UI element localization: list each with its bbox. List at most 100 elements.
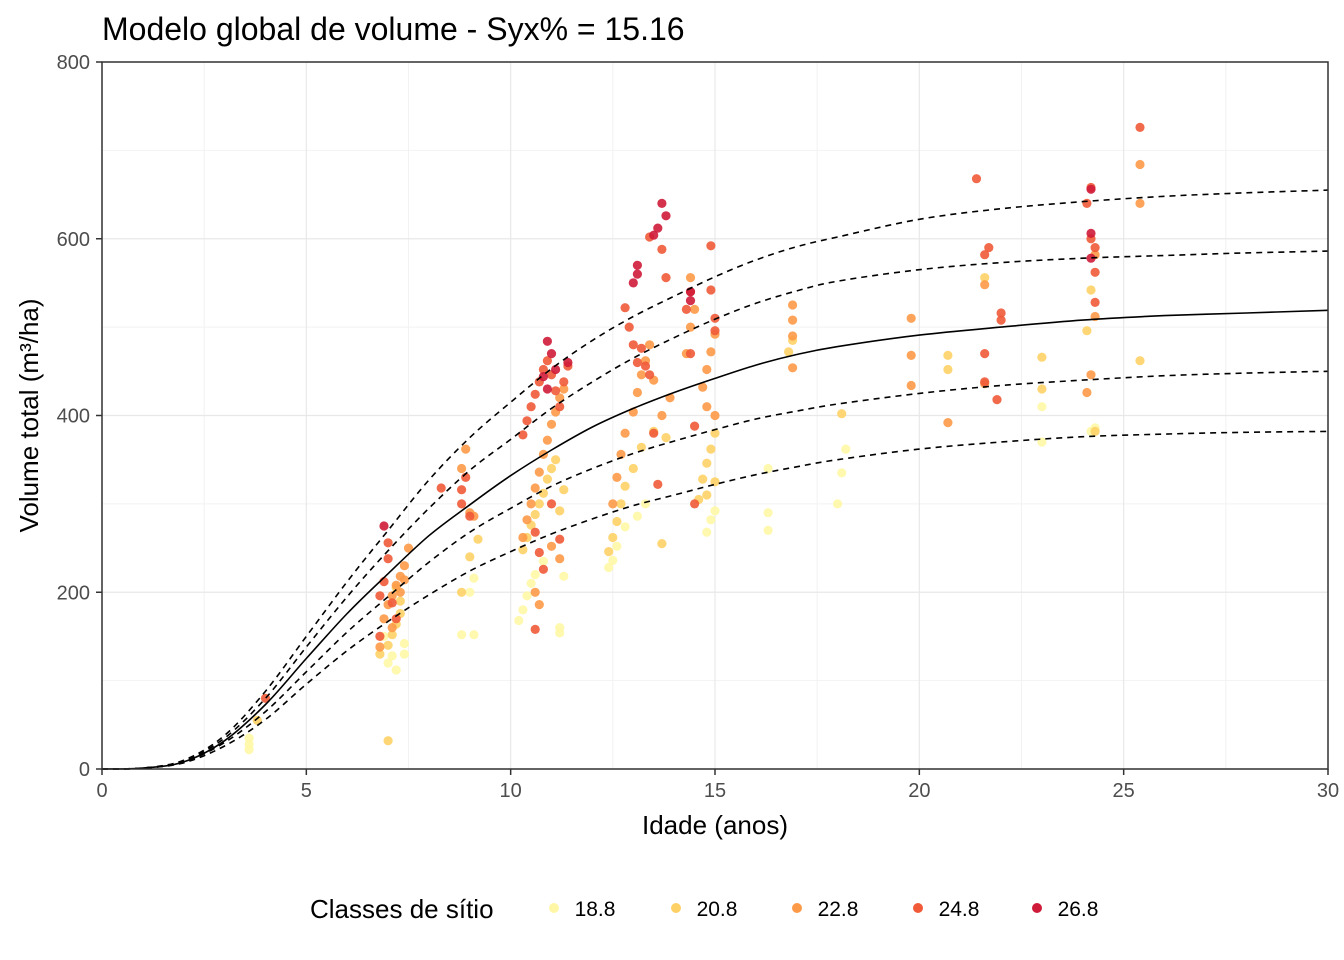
data-point	[383, 658, 393, 668]
data-point	[1082, 198, 1092, 208]
data-point	[653, 479, 663, 489]
legend-key	[549, 903, 559, 913]
data-point	[1135, 198, 1145, 208]
x-tick-label: 10	[500, 780, 522, 802]
data-point	[395, 596, 405, 606]
data-point	[841, 444, 851, 454]
y-tick-label: 0	[79, 759, 90, 781]
data-point	[612, 516, 622, 527]
data-point	[604, 562, 614, 573]
data-point	[1082, 326, 1092, 336]
y-tick-label: 800	[57, 52, 90, 74]
data-point	[763, 508, 773, 518]
x-axis: 0 5 10 15 20 25 30	[96, 769, 1339, 802]
data-point	[788, 315, 798, 325]
data-point	[620, 522, 630, 532]
legend: Classes de sítio 18.8 20.8 22.8 24.8 26.8	[310, 894, 1098, 924]
site-curves	[101, 189, 1329, 770]
data-point	[632, 269, 643, 279]
data-point	[563, 357, 573, 368]
data-point	[522, 591, 532, 601]
data-point	[1037, 402, 1047, 412]
data-point	[399, 575, 409, 585]
data-point	[706, 515, 716, 525]
data-point	[530, 624, 540, 635]
data-point	[1135, 122, 1145, 132]
data-point	[530, 483, 540, 493]
data-point	[383, 736, 393, 746]
data-point	[387, 623, 397, 633]
data-point	[608, 499, 618, 509]
data-point	[620, 428, 630, 438]
x-tick-label: 5	[301, 780, 312, 802]
data-point	[522, 416, 532, 426]
data-point	[469, 630, 479, 640]
data-point	[1086, 253, 1096, 263]
data-point	[710, 410, 720, 421]
data-point	[710, 506, 720, 516]
data-point	[530, 587, 540, 597]
data-point	[555, 402, 565, 412]
data-point	[383, 554, 393, 564]
legend-label: 24.8	[939, 898, 980, 921]
data-point	[653, 223, 663, 233]
data-point	[375, 631, 385, 642]
data-point	[252, 715, 262, 726]
data-point	[698, 474, 708, 484]
data-point	[457, 499, 467, 509]
legend-key	[792, 903, 802, 913]
data-point	[702, 458, 712, 468]
data-point	[645, 340, 655, 350]
data-point	[538, 556, 549, 566]
data-point	[383, 640, 393, 650]
data-point	[534, 600, 544, 610]
data-point	[980, 377, 990, 387]
data-point	[706, 285, 716, 295]
data-point	[788, 300, 798, 310]
data-point	[465, 552, 475, 562]
data-point	[546, 463, 557, 474]
data-point	[542, 356, 553, 366]
data-point	[702, 527, 712, 537]
data-point	[1086, 228, 1096, 238]
data-point	[837, 468, 847, 478]
data-point	[469, 573, 479, 583]
data-point	[526, 578, 536, 589]
data-point	[649, 428, 659, 438]
data-point	[645, 370, 655, 380]
data-point	[403, 543, 414, 553]
data-point	[526, 402, 536, 412]
data-points	[244, 122, 1145, 755]
data-point	[1086, 285, 1096, 295]
site-curve	[101, 189, 1329, 770]
legend-label: 20.8	[697, 898, 738, 921]
data-point	[608, 532, 618, 543]
data-point	[391, 665, 401, 675]
x-tick-label: 30	[1317, 780, 1339, 802]
data-point	[538, 488, 549, 498]
data-point	[555, 506, 565, 516]
data-point	[710, 313, 720, 323]
data-point	[763, 525, 773, 536]
data-point	[518, 430, 528, 440]
data-point	[980, 349, 990, 359]
chart-title: Modelo global de volume - Syx% = 15.16	[102, 11, 685, 47]
data-point	[473, 534, 483, 544]
data-point	[1090, 426, 1100, 436]
data-point	[632, 260, 643, 270]
data-point	[551, 386, 561, 396]
x-tick-label: 20	[908, 780, 930, 802]
data-point	[559, 571, 569, 581]
data-point	[534, 547, 544, 558]
data-point	[706, 241, 716, 251]
data-point	[636, 442, 647, 452]
data-point	[1037, 384, 1047, 394]
data-point	[996, 308, 1006, 318]
x-axis-title: Idade (anos)	[642, 810, 788, 840]
data-point	[632, 357, 643, 368]
data-point	[710, 326, 720, 336]
x-tick-label: 15	[704, 780, 726, 802]
data-point	[620, 481, 630, 491]
data-point	[698, 382, 708, 392]
